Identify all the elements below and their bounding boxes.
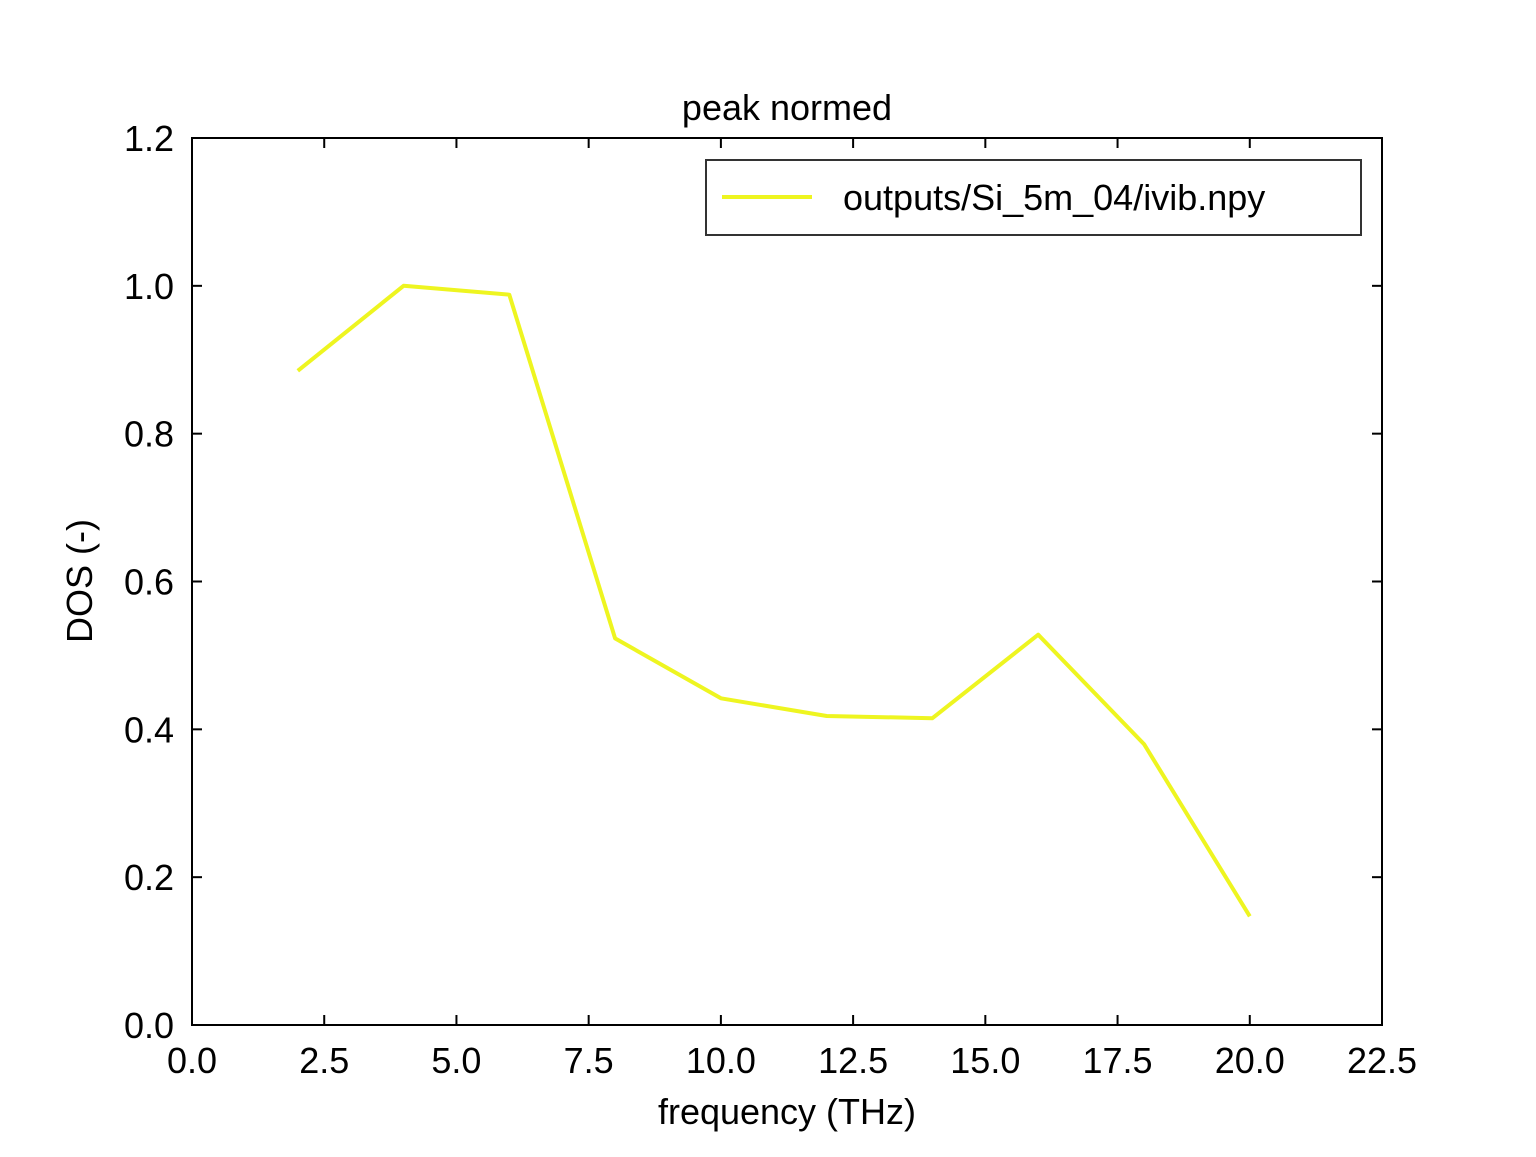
x-tick-label: 10.0	[686, 1040, 756, 1081]
x-tick-label: 12.5	[818, 1040, 888, 1081]
y-tick-label: 0.4	[124, 709, 174, 750]
x-tick-label: 2.5	[299, 1040, 349, 1081]
y-tick-label: 0.8	[124, 414, 174, 455]
x-tick-label: 7.5	[564, 1040, 614, 1081]
plot-area	[296, 283, 1252, 918]
y-tick-label: 0.2	[124, 857, 174, 898]
legend: outputs/Si_5m_04/ivib.npy	[705, 159, 1362, 236]
x-tick-label: 20.0	[1215, 1040, 1285, 1081]
y-tick-label: 1.2	[124, 118, 174, 159]
legend-box	[705, 159, 1362, 236]
x-tick-label: 15.0	[950, 1040, 1020, 1081]
y-tick-label: 0.0	[124, 1005, 174, 1046]
chart-title: peak normed	[682, 87, 892, 128]
x-axis-label: frequency (THz)	[658, 1091, 916, 1132]
x-tick-label: 17.5	[1083, 1040, 1153, 1081]
y-tick-label: 0.6	[124, 562, 174, 603]
x-tick-label: 5.0	[431, 1040, 481, 1081]
y-axis-label: DOS (-)	[59, 519, 100, 643]
legend-label: outputs/Si_5m_04/ivib.npy	[843, 177, 1265, 218]
x-tick-label: 22.5	[1347, 1040, 1417, 1081]
x-tick-label: 0.0	[167, 1040, 217, 1081]
axes: 0.0 2.5 5.0 7.5 10.0 12.5 15.0 17.5 20.0 22.5 0.0 0…	[124, 118, 1417, 1081]
y-tick-label: 1.0	[124, 266, 174, 307]
series-line	[296, 283, 1252, 918]
